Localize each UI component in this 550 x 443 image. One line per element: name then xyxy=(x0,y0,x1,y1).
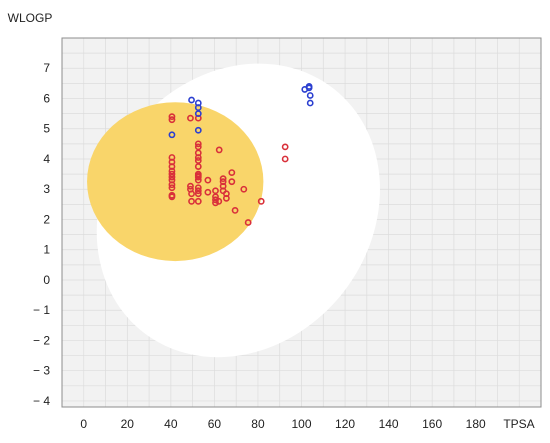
red-point xyxy=(240,185,248,193)
red-point xyxy=(194,163,202,170)
red-point xyxy=(194,140,202,148)
red-point xyxy=(204,188,212,196)
red-point xyxy=(228,178,236,186)
red-point xyxy=(194,184,202,192)
blue-point xyxy=(194,126,202,134)
red-point xyxy=(168,116,176,124)
x-tick-label: 120 xyxy=(335,417,355,431)
y-axis-title: WLOGP xyxy=(8,11,53,25)
y-axis-ticks: 7 6 5 4 3 2 1 0 − 1 − 2 − 3 − 4 xyxy=(33,61,50,408)
red-point xyxy=(212,193,219,201)
x-tick-label: 80 xyxy=(251,417,265,431)
red-point xyxy=(219,175,227,183)
y-tick-label: − 4 xyxy=(33,394,50,408)
y-tick-label: 2 xyxy=(43,212,50,226)
plot-border xyxy=(61,37,542,408)
y-tick-label: 7 xyxy=(43,61,50,75)
x-tick-label: 20 xyxy=(121,417,135,431)
red-point xyxy=(228,169,236,176)
blue-point xyxy=(194,104,202,111)
blue-point xyxy=(168,131,176,139)
red-point xyxy=(187,182,194,190)
blue-point xyxy=(188,96,195,104)
x-axis-title: TPSA xyxy=(503,417,534,431)
blue-point xyxy=(306,92,314,99)
x-tick-label: 60 xyxy=(208,417,222,431)
red-point xyxy=(194,143,202,151)
red-point xyxy=(168,184,176,192)
red-point xyxy=(168,113,176,121)
y-tick-label: 3 xyxy=(43,182,50,196)
x-tick-label: 140 xyxy=(379,417,399,431)
red-point xyxy=(168,170,176,178)
red-point xyxy=(212,196,219,204)
red-point xyxy=(215,146,223,154)
blue-point xyxy=(306,99,314,107)
red-point xyxy=(188,197,195,205)
yolk-region xyxy=(87,102,264,262)
x-tick-label: 100 xyxy=(291,417,311,431)
blue-point xyxy=(194,110,202,118)
x-tick-label: 180 xyxy=(466,417,486,431)
red-point xyxy=(204,176,212,184)
blue-point xyxy=(305,82,313,90)
red-point xyxy=(168,181,176,189)
red-point xyxy=(194,187,202,195)
x-axis-ticks: 0 20 40 60 80 100 120 140 160 180 xyxy=(80,417,486,431)
red-point xyxy=(231,207,239,214)
y-tick-label: 6 xyxy=(43,91,50,105)
red-point xyxy=(212,187,219,195)
red-point xyxy=(281,143,289,151)
red-point xyxy=(187,114,194,122)
red-point xyxy=(194,190,202,198)
red-point xyxy=(244,219,252,226)
red-point xyxy=(188,190,195,198)
red-point xyxy=(194,173,202,181)
y-tick-label: 1 xyxy=(43,243,50,257)
y-tick-label: − 3 xyxy=(33,364,50,378)
x-tick-label: 0 xyxy=(80,417,87,431)
red-point xyxy=(222,194,230,202)
red-point xyxy=(194,197,202,205)
red-point xyxy=(194,176,202,184)
x-tick-label: 40 xyxy=(164,417,178,431)
data-points xyxy=(168,82,314,226)
red-point xyxy=(257,197,265,205)
red-point xyxy=(215,197,223,205)
y-tick-label: − 2 xyxy=(33,333,50,347)
red-point xyxy=(281,155,289,163)
y-tick-label: 4 xyxy=(43,152,50,166)
y-tick-label: 5 xyxy=(43,122,50,136)
red-point xyxy=(212,199,219,207)
red-point xyxy=(168,193,176,201)
red-point xyxy=(194,157,202,164)
x-tick-label: 160 xyxy=(422,417,442,431)
red-point xyxy=(168,173,176,181)
red-point xyxy=(194,154,202,161)
y-tick-label: 0 xyxy=(43,273,50,287)
red-point xyxy=(168,167,176,175)
y-tick-label: − 1 xyxy=(33,303,50,317)
